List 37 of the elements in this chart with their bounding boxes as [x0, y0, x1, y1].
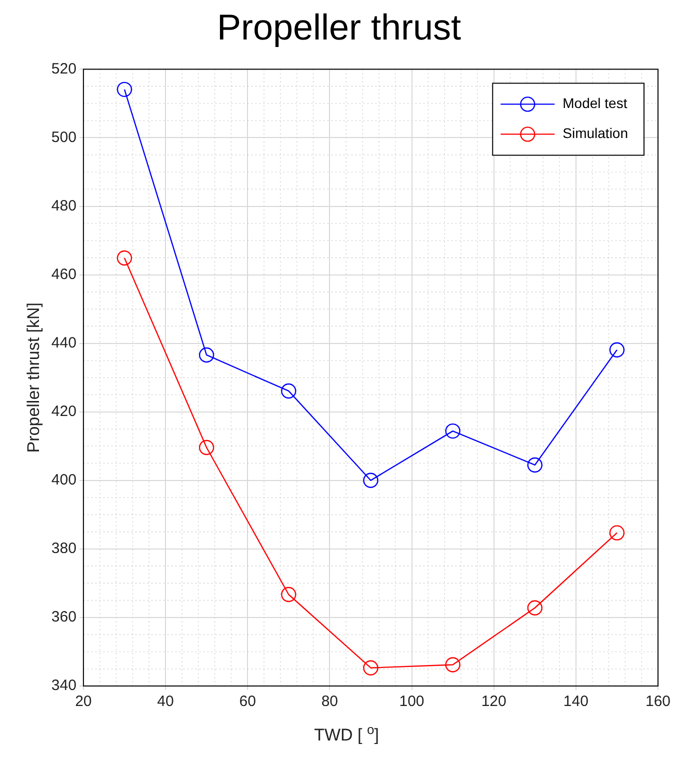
y-tick-label: 500	[51, 128, 76, 146]
y-tick-label: 420	[51, 403, 76, 420]
x-tick-label: 20	[75, 693, 92, 710]
y-tick-label: 460	[51, 266, 76, 283]
point	[363, 660, 378, 676]
point	[281, 586, 296, 602]
x-axis-title: TWD [ $^{o}$]	[313, 722, 380, 746]
y-tick-label: 440	[51, 334, 76, 352]
chart-title: Propeller thrust	[216, 6, 462, 48]
point	[609, 342, 625, 358]
legend-label: Simulation	[562, 125, 628, 142]
point	[527, 457, 542, 473]
point	[198, 347, 214, 363]
point	[445, 423, 460, 439]
x-tick-label: 80	[321, 693, 338, 710]
x-tick-label: 60	[239, 693, 256, 710]
x-tick-label: 100	[399, 693, 424, 710]
point	[445, 657, 460, 672]
point	[116, 82, 132, 98]
y-tick-label: 340	[51, 677, 76, 694]
point	[363, 472, 378, 488]
point	[198, 440, 214, 456]
y-tick-label: 520	[51, 60, 76, 78]
x-tick-label: 40	[157, 693, 174, 710]
point	[116, 250, 132, 266]
y-tick-label: 360	[51, 608, 76, 626]
y-tick-label: 480	[51, 197, 76, 214]
y-tick-label: 400	[51, 472, 76, 489]
y-axis-title: Propeller thrust [kN]	[24, 302, 43, 453]
point	[281, 383, 296, 399]
x-tick-label: 140	[563, 693, 588, 710]
point	[609, 525, 625, 540]
point	[527, 600, 542, 616]
legend-label: Model test	[562, 95, 628, 112]
y-tick-label: 380	[51, 540, 76, 558]
x-tick-label: 120	[481, 693, 506, 710]
x-tick-label: 160	[645, 693, 671, 710]
